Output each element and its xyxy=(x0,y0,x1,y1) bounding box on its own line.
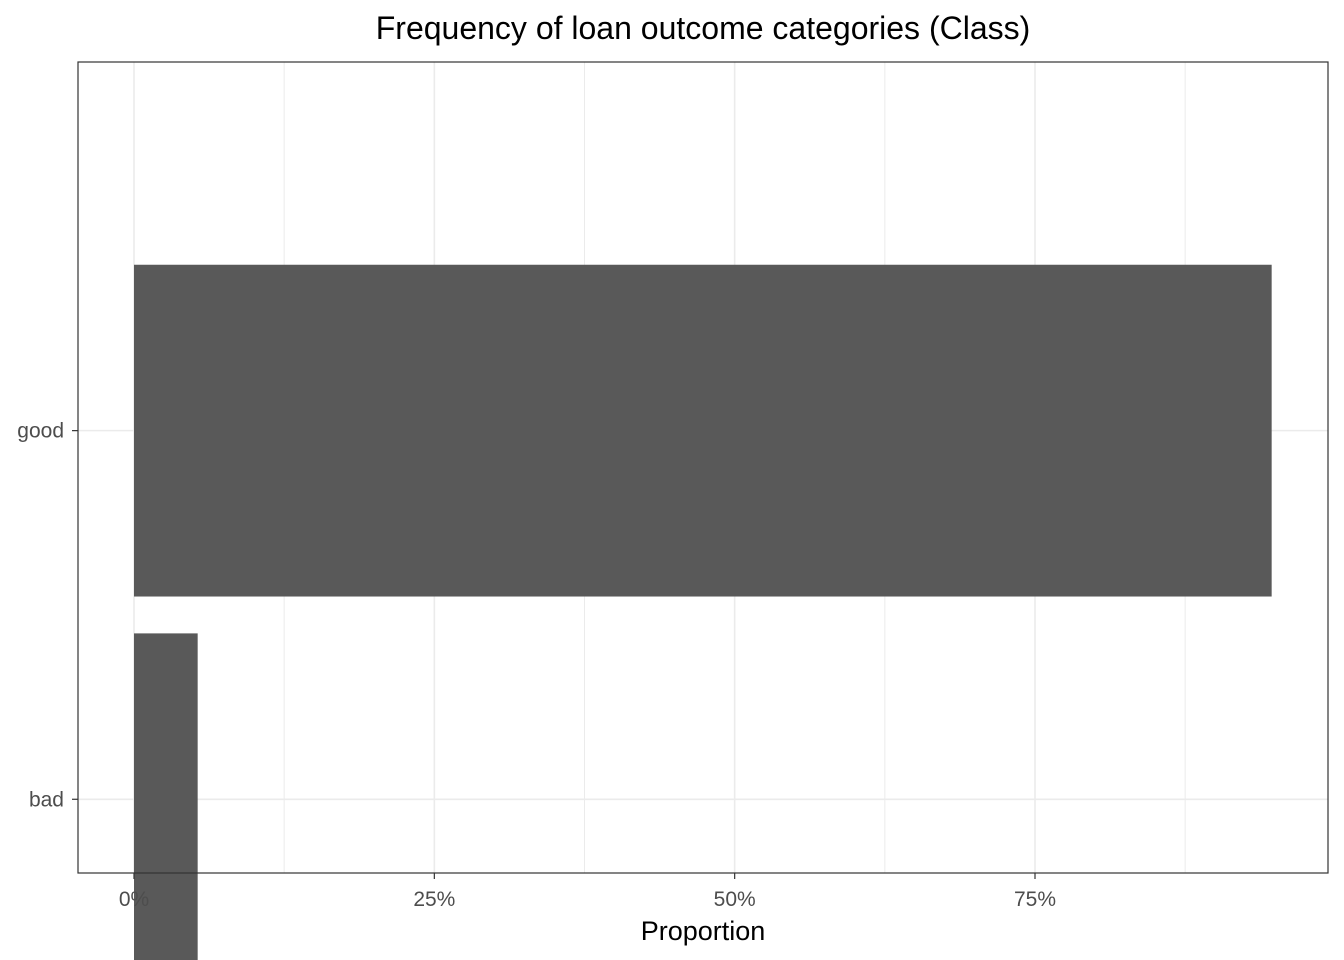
x-tick-label-2: 50% xyxy=(714,888,756,911)
bars-layer xyxy=(134,264,1272,960)
x-axis-title: Proportion xyxy=(641,916,766,946)
panel-border xyxy=(77,61,1329,874)
chart-title: Frequency of loan outcome categories (Cl… xyxy=(375,10,1031,46)
x-tick-label-0: 0% xyxy=(119,888,149,911)
axis-layer: 0% 25% 50% 75% good bad xyxy=(17,420,1056,911)
y-tick-label-good: good xyxy=(17,420,64,443)
bar-bad xyxy=(134,633,198,960)
bar-good xyxy=(134,264,1272,597)
x-tick-label-3: 75% xyxy=(1014,888,1056,911)
y-tick-label-bad: bad xyxy=(29,788,64,811)
x-tick-label-1: 25% xyxy=(413,888,455,911)
